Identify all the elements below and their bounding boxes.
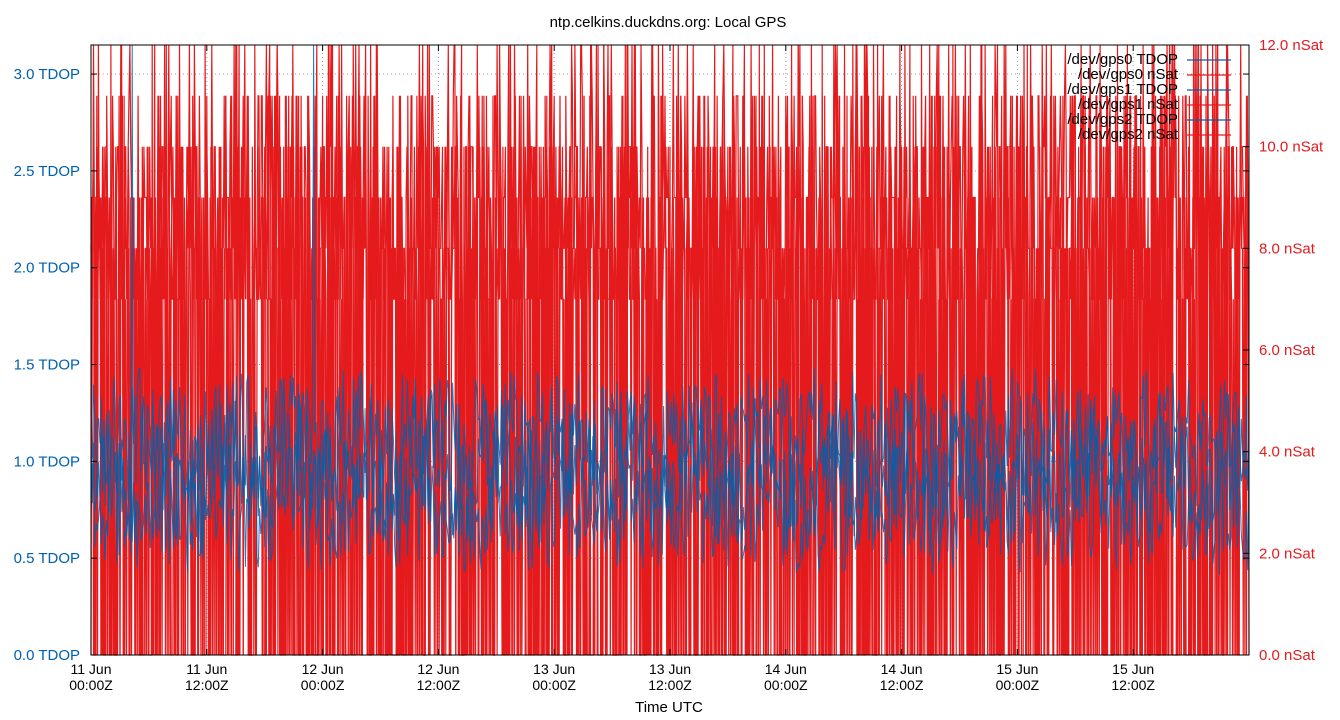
y-right-tick-label: 4.0 nSat [1259, 444, 1316, 461]
series-line-tdop [90, 369, 1250, 575]
y-left-tick-label: 0.0 TDOP [14, 647, 80, 664]
y-right-tick-label: 6.0 nSat [1259, 342, 1316, 359]
series-line-tdop [90, 44, 1250, 575]
legend-label: /dev/gps1 nSat [1078, 96, 1179, 113]
legend-label: /dev/gps1 TDOP [1067, 81, 1178, 98]
y-left-tick-label: 1.0 TDOP [14, 453, 80, 470]
x-tick-time: 00:00Z [301, 677, 345, 693]
x-tick-time: 00:00Z [69, 677, 113, 693]
y-right-tick-label: 8.0 nSat [1259, 240, 1316, 257]
x-axis-label: Time UTC [635, 699, 703, 716]
y-left-tick-label: 3.0 TDOP [14, 66, 80, 83]
x-tick-day: 13 Jun [533, 661, 575, 677]
y-right-tick-label: 10.0 nSat [1259, 139, 1324, 156]
legend: /dev/gps0 TDOP/dev/gps0 nSat/dev/gps1 TD… [1067, 51, 1231, 143]
x-tick-time: 00:00Z [996, 677, 1040, 693]
x-tick-day: 11 Jun [186, 661, 227, 677]
axis-ticks: 0.0 TDOP 0.5 TDOP 1.0 TDOP 1.5 TDOP 2.0 TDOP… [14, 37, 1324, 693]
legend-label: /dev/gps0 nSat [1078, 66, 1179, 83]
x-tick-day: 14 Jun [765, 661, 807, 677]
y-left-tick-label: 1.5 TDOP [14, 357, 80, 374]
x-tick-time: 12:00Z [185, 677, 229, 693]
x-tick-time: 12:00Z [417, 677, 461, 693]
chart-title: ntp.celkins.duckdns.org: Local GPS [550, 14, 787, 31]
x-tick-time: 12:00Z [648, 677, 692, 693]
y-right-tick-label: 0.0 nSat [1259, 647, 1316, 664]
x-tick-time: 12:00Z [880, 677, 924, 693]
y-right-tick-label: 2.0 nSat [1259, 545, 1316, 562]
y-left-tick-label: 2.5 TDOP [14, 163, 80, 180]
x-tick-day: 13 Jun [649, 661, 691, 677]
x-tick-day: 12 Jun [417, 661, 459, 677]
x-tick-day: 15 Jun [1112, 661, 1154, 677]
x-tick-day: 15 Jun [996, 661, 1038, 677]
x-tick-day: 12 Jun [302, 661, 344, 677]
legend-label: /dev/gps2 nSat [1078, 126, 1179, 143]
x-tick-time: 00:00Z [532, 677, 576, 693]
y-left-tick-label: 0.5 TDOP [14, 550, 80, 567]
x-tick-day: 11 Jun [71, 661, 112, 677]
y-right-tick-label: 12.0 nSat [1259, 37, 1324, 54]
series-line-tdop [90, 366, 1250, 572]
x-tick-day: 14 Jun [881, 661, 923, 677]
x-tick-time: 12:00Z [1111, 677, 1155, 693]
y-left-tick-label: 2.0 TDOP [14, 260, 80, 277]
series-layer [90, 44, 1250, 656]
legend-label: /dev/gps2 TDOP [1067, 111, 1178, 128]
legend-label: /dev/gps0 TDOP [1067, 51, 1178, 68]
x-tick-time: 00:00Z [764, 677, 808, 693]
